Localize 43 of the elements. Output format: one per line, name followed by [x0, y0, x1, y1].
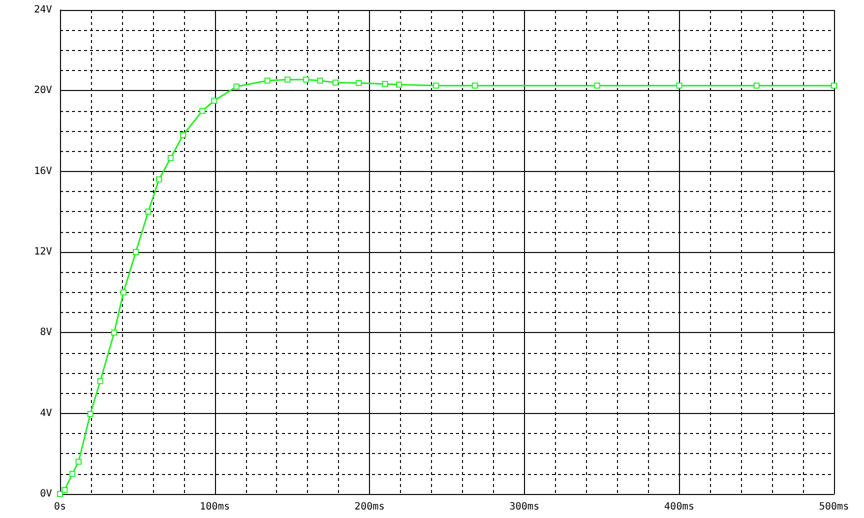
point [303, 76, 310, 83]
x-tick-label: 500ms [818, 502, 850, 512]
point [132, 249, 139, 255]
point [433, 82, 440, 89]
point [168, 155, 174, 162]
point [62, 486, 68, 493]
point [57, 491, 63, 497]
point [156, 176, 162, 182]
point [396, 82, 402, 88]
point [317, 78, 324, 84]
point [145, 208, 152, 215]
y-tick-label: 24V [34, 4, 52, 16]
point [69, 470, 76, 477]
point [233, 84, 240, 90]
point [211, 98, 218, 104]
point [264, 78, 270, 84]
point [754, 82, 760, 89]
x-tick-label: 300ms [509, 502, 540, 512]
point [284, 76, 291, 83]
point [76, 458, 82, 465]
y-tick-label: 4V [40, 408, 52, 419]
point [332, 80, 339, 86]
point [382, 81, 388, 88]
y-tick-label: 0V [40, 488, 52, 500]
point [594, 82, 600, 89]
point [356, 80, 362, 86]
point [831, 82, 837, 89]
y-tick-label: 8V [40, 327, 52, 338]
point [87, 410, 94, 417]
x-tick-label: 100ms [200, 502, 230, 512]
y-tick-label: 12V [34, 246, 52, 258]
point [472, 82, 478, 89]
x-tick-label: 400ms [664, 502, 694, 512]
point [97, 378, 104, 384]
x-tick-label: 0s [54, 502, 66, 512]
point [111, 330, 118, 336]
point [199, 108, 206, 114]
point [676, 82, 682, 89]
y-tick-label: 16V [34, 166, 52, 177]
y-tick-label: 20V [34, 85, 52, 96]
point [180, 132, 186, 138]
point [120, 289, 126, 296]
x-tick-label: 200ms [354, 502, 385, 512]
